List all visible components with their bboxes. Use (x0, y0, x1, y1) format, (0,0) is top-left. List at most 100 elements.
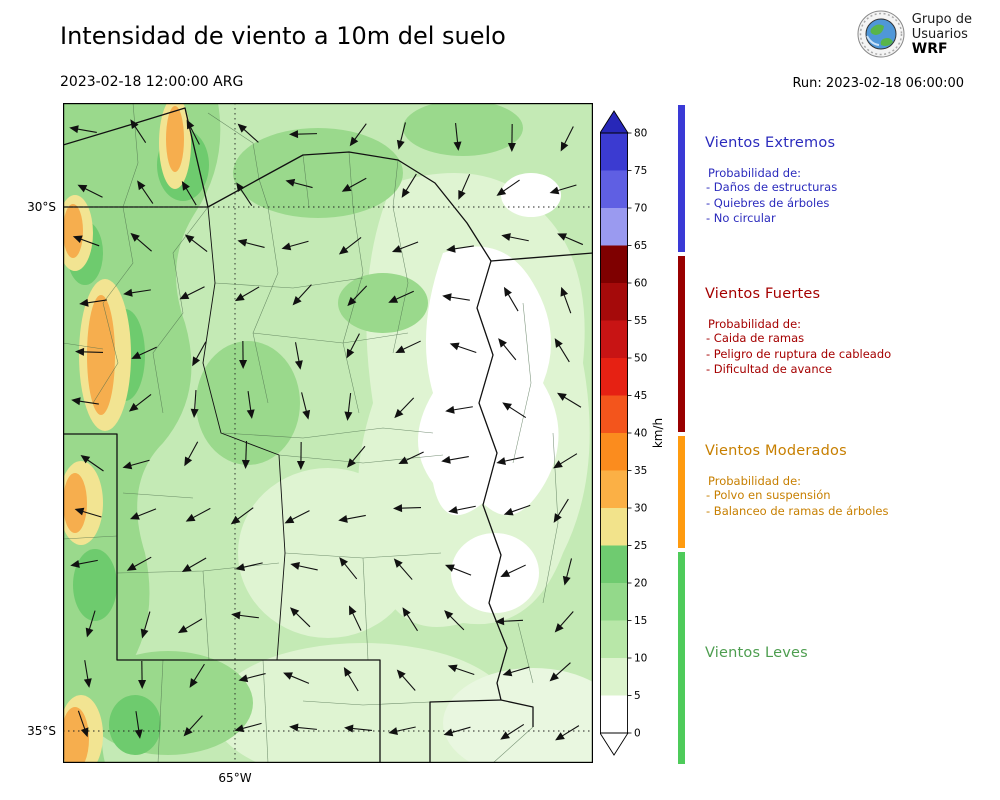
wind-arrow (292, 284, 312, 306)
wind-arrow (344, 393, 353, 421)
wind-arrow (77, 710, 89, 738)
wind-arrow (500, 723, 525, 740)
run-datetime: Run: 2023-02-18 06:00:00 (792, 76, 964, 91)
wind-arrow (235, 562, 263, 572)
wind-arrow (79, 298, 107, 307)
colorbar-segment-10-15 (600, 620, 628, 659)
wind-arrow (184, 441, 199, 467)
wind-arrow (396, 669, 416, 691)
wind-arrow (441, 455, 469, 464)
wind-arrow (444, 610, 465, 631)
wind-arrow (495, 617, 524, 626)
wind-arrow (123, 288, 151, 297)
colorbar-segment-0-5 (600, 695, 628, 734)
logo-line-wrf: WRF (911, 40, 948, 57)
wind-arrow (234, 722, 262, 733)
wind-arrow (134, 711, 143, 739)
legend-strip-3 (678, 436, 685, 548)
wind-arrow (237, 123, 259, 143)
colorbar-tick-label: 60 (634, 278, 647, 290)
colorbar-unit-label: km/h (651, 418, 665, 448)
wind-arrow (391, 241, 419, 253)
colorbar-under-arrow (600, 732, 629, 756)
wind-arrow (503, 286, 519, 312)
wind-arrow (343, 666, 359, 692)
colorbar-tick-label: 0 (634, 728, 641, 740)
wind-arrow (234, 286, 260, 302)
wind-arrow (184, 234, 208, 252)
wind-arrow (549, 662, 571, 682)
valid-datetime: 2023-02-18 12:00:00 ARG (60, 74, 244, 90)
wind-arrow (239, 340, 248, 369)
wind-arrow (458, 173, 471, 200)
colorbar-tick-label: 15 (634, 615, 647, 627)
wind-arrow (549, 184, 577, 195)
legend-probability-label: Probabilidad de: (708, 166, 802, 180)
wind-arrow (347, 285, 368, 307)
colorbar-tick-label: 20 (634, 578, 647, 590)
wind-arrow (388, 726, 416, 735)
wind-arrow (231, 611, 259, 620)
legend-section-title: Vientos Moderados (705, 443, 847, 459)
wind-arrow (498, 338, 517, 361)
wind-arrow (393, 558, 413, 580)
logo-text: Grupo de Usuarios WRF (912, 12, 972, 57)
wind-arrow (496, 179, 520, 196)
wind-arrow (181, 180, 197, 206)
colorbar-segment-70-75 (600, 170, 628, 209)
wind-arrow (129, 508, 157, 520)
wind-arrow (246, 391, 255, 419)
colorbar-segment-45-50 (600, 358, 628, 396)
wind-arrow (85, 610, 96, 638)
wind-arrow (502, 402, 527, 419)
colorbar-over-arrow (600, 110, 629, 134)
lat-label-30s: 30°S (27, 200, 56, 214)
wind-arrow (500, 564, 526, 577)
wind-arrow (80, 455, 104, 472)
wind-arrow (560, 286, 572, 314)
colorbar-segment-75-80 (600, 133, 628, 171)
wind-arrow (402, 607, 418, 632)
colorbar-tick-label: 65 (634, 240, 647, 252)
wind-arrow (554, 338, 570, 363)
colorbar-segment-50-55 (600, 320, 628, 359)
legend-item: - Dificultad de avance (706, 362, 833, 376)
colorbar-segment-35-40 (600, 433, 628, 471)
legend-section-title: Vientos Leves (705, 645, 808, 661)
legend-strip-4 (678, 552, 685, 764)
wind-arrow (557, 233, 584, 246)
colorbar: 0 5 10 15 20 25 30 35 40 45 50 55 60 65 70 75 80 km/h (600, 110, 665, 756)
wind-arrow (393, 504, 422, 513)
wind-map-canvas (57, 97, 623, 783)
wind-arrow (284, 510, 310, 524)
wind-arrow (341, 177, 367, 192)
legend-section-1: Vientos Extremos Probabilidad de: - Daños … (705, 135, 995, 227)
wind-arrow (289, 130, 318, 139)
colorbar-segment-15-20 (600, 583, 628, 621)
wind-arrow (192, 341, 207, 367)
wind-arrow (301, 392, 311, 420)
colorbar-segment-20-25 (600, 545, 628, 584)
wind-arrow (502, 666, 530, 677)
wind-arrow (185, 507, 211, 522)
wind-arrow (503, 504, 531, 516)
wind-arrow (554, 611, 574, 633)
wind-arrow (70, 559, 98, 568)
wind-arrow (453, 123, 462, 151)
wind-arrow (443, 726, 471, 737)
wind-arrow (190, 389, 199, 418)
wind-arrow (230, 507, 254, 525)
wind-arrow (553, 498, 569, 523)
wind-arrow (177, 618, 203, 634)
legend-item: - Polvo en suspensión (706, 488, 831, 502)
wind-arrow (131, 346, 157, 359)
wind-arrow (130, 119, 147, 144)
colorbar-segment-65-70 (600, 208, 628, 246)
wind-arrow (396, 122, 406, 150)
wind-arrow (77, 184, 103, 198)
wind-arrow (72, 235, 100, 247)
wind-arrow (553, 453, 578, 469)
wind-arrow (285, 178, 313, 189)
wind-arrow (281, 240, 309, 251)
colorbar-tick-label: 35 (634, 465, 647, 477)
